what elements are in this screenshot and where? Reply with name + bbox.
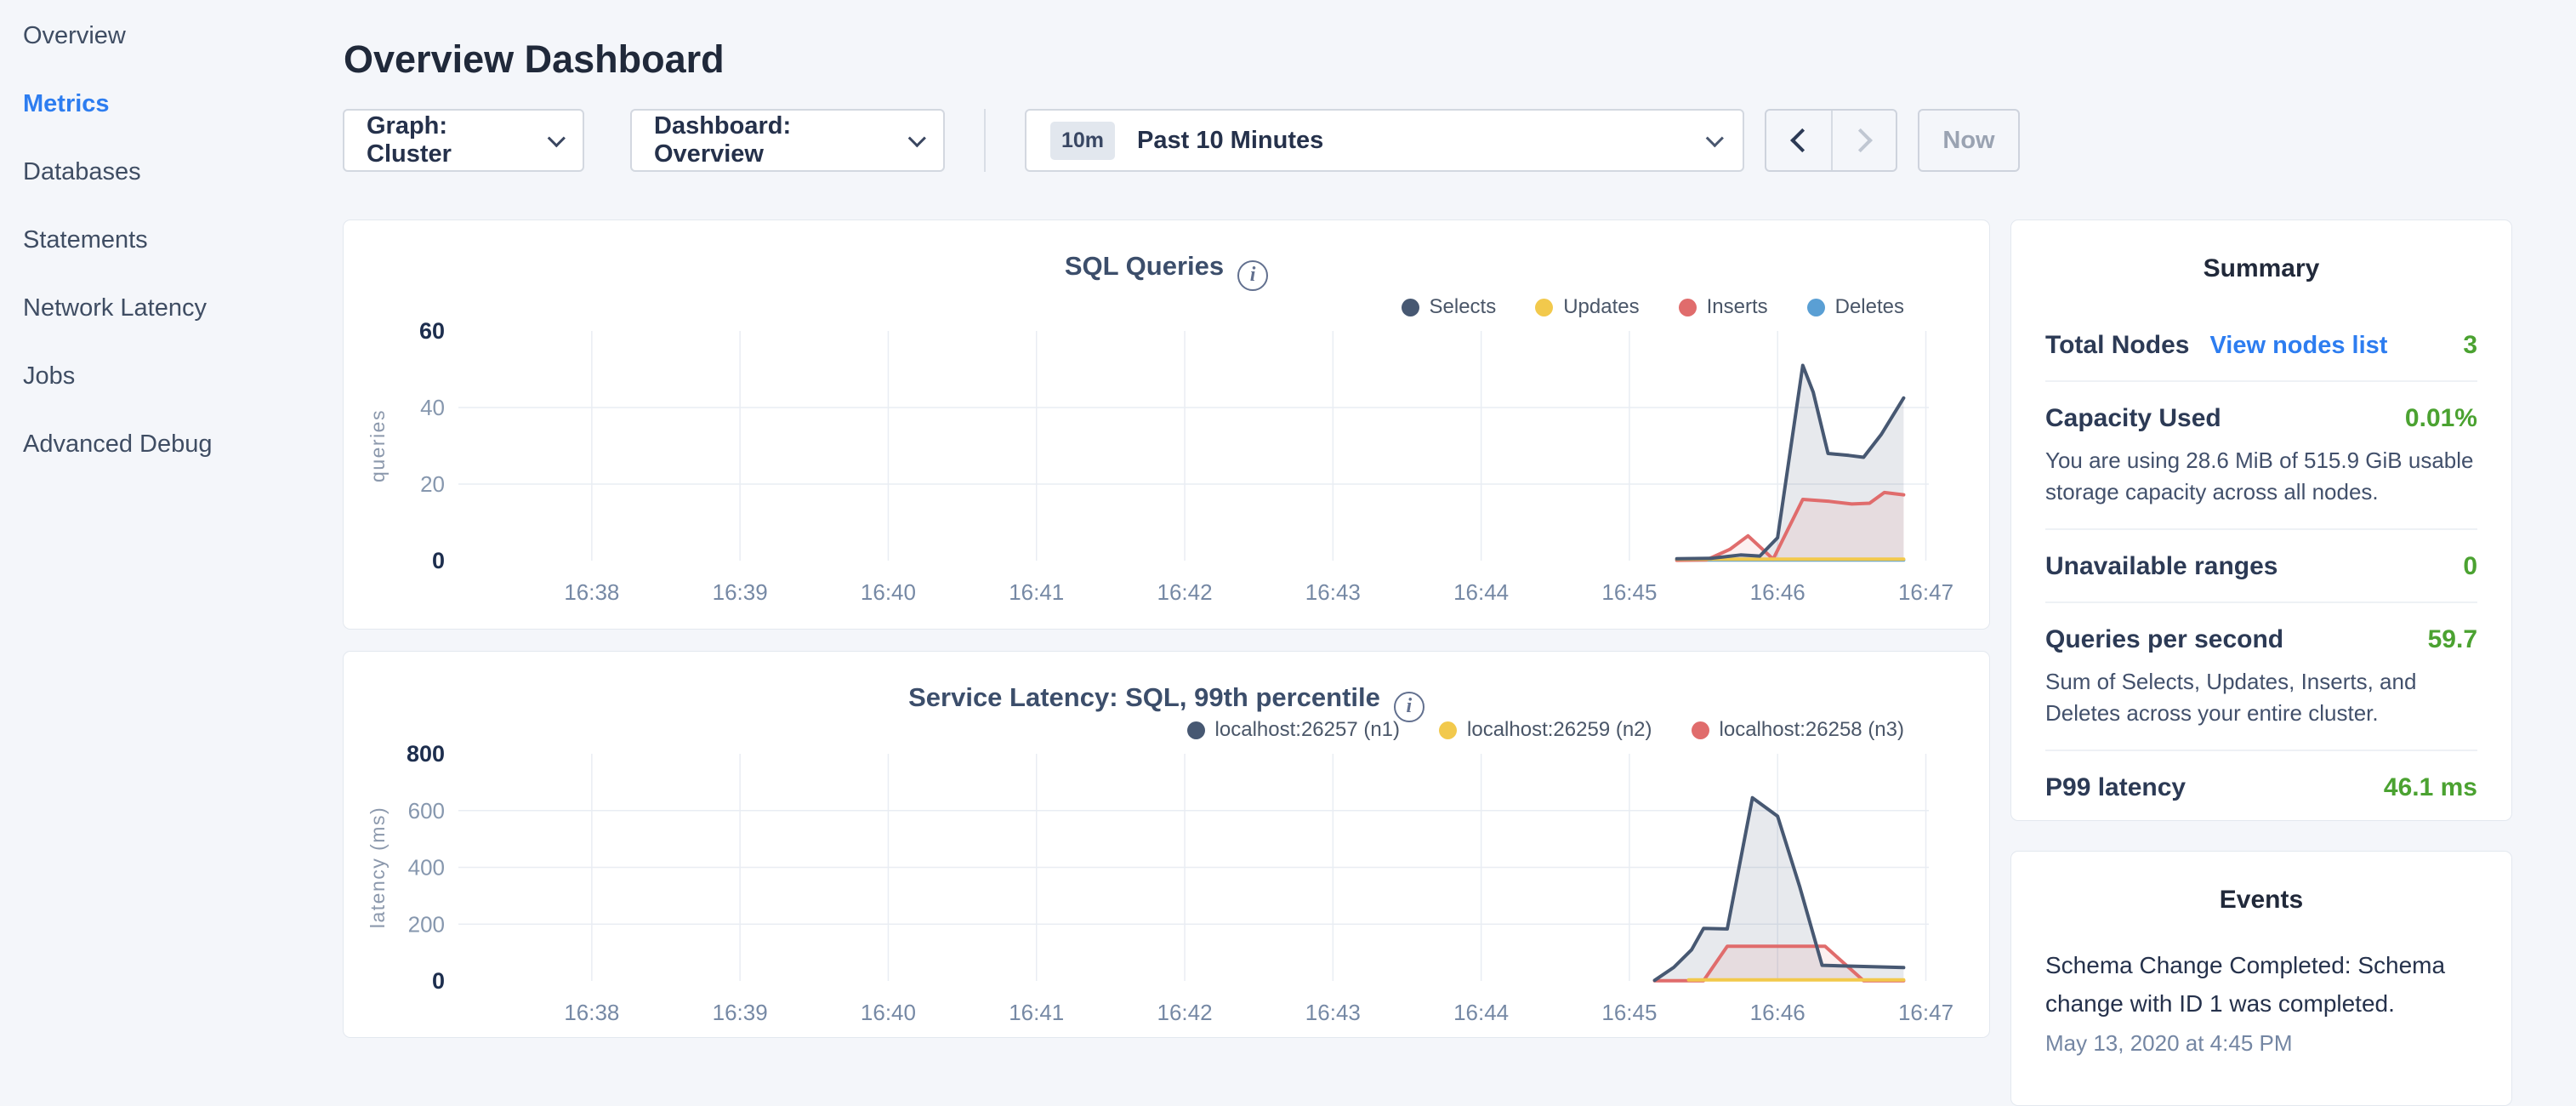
prev-timeframe-button[interactable]	[1766, 111, 1831, 170]
svg-text:16:42: 16:42	[1157, 1000, 1213, 1025]
events-panel: Events Schema Change Completed: Schema c…	[2010, 851, 2512, 1106]
svg-text:16:41: 16:41	[1009, 579, 1064, 605]
summary-row-label: P99 latency	[2045, 773, 2186, 802]
svg-text:40: 40	[420, 395, 445, 420]
svg-text:16:44: 16:44	[1453, 579, 1509, 605]
sql-queries-chart-card: SQL Queriesi Selects Updates Inserts Del…	[343, 219, 1990, 630]
svg-text:16:38: 16:38	[564, 579, 619, 605]
svg-text:400: 400	[408, 855, 445, 881]
svg-text:16:47: 16:47	[1898, 579, 1953, 605]
sql-queries-plot[interactable]: 0 20 40 60 16:38 16:39 16:40 16:41 16:42 16:43 16:…	[344, 220, 1989, 629]
summary-row-description: Sum of Selects, Updates, Inserts, and De…	[2045, 666, 2477, 729]
now-button[interactable]: Now	[1918, 109, 2020, 172]
graph-dropdown[interactable]: Graph: Cluster	[343, 109, 584, 172]
controls-divider	[984, 109, 986, 172]
svg-text:latency (ms): latency (ms)	[367, 807, 389, 928]
svg-text:16:45: 16:45	[1601, 1000, 1657, 1025]
summary-row-value: 59.7	[2428, 625, 2477, 654]
svg-text:queries: queries	[367, 409, 389, 482]
sidebar: Overview Metrics Databases Statements Ne…	[0, 0, 342, 1052]
time-range-label: Past 10 Minutes	[1137, 127, 1323, 155]
summary-row-unavailable-ranges: Unavailable ranges 0	[2045, 530, 2477, 603]
chevron-down-icon	[908, 129, 926, 147]
svg-text:200: 200	[408, 911, 445, 937]
next-timeframe-button[interactable]	[1831, 111, 1896, 170]
svg-text:16:39: 16:39	[713, 579, 768, 605]
summary-rows: Total Nodes View nodes list 3 Capacity U…	[2045, 309, 2477, 821]
summary-row-label: Total Nodes	[2045, 331, 2189, 360]
svg-text:16:46: 16:46	[1750, 579, 1805, 605]
service-latency-chart-card: Service Latency: SQL, 99th percentilei l…	[343, 651, 1990, 1038]
svg-text:16:39: 16:39	[713, 1000, 768, 1025]
summary-panel: Summary Total Nodes View nodes list 3 Ca…	[2010, 219, 2512, 821]
graph-dropdown-label: Graph: Cluster	[367, 112, 529, 168]
summary-row-description: You are using 28.6 MiB of 515.9 GiB usab…	[2045, 445, 2477, 508]
summary-row-value: 46.1 ms	[2384, 773, 2477, 802]
svg-text:16:40: 16:40	[861, 579, 916, 605]
chevron-down-icon	[548, 129, 566, 147]
dashboard-dropdown-label: Dashboard: Overview	[654, 112, 890, 168]
svg-text:60: 60	[419, 318, 445, 344]
summary-title: Summary	[2045, 254, 2477, 283]
svg-text:16:40: 16:40	[861, 1000, 916, 1025]
service-latency-plot[interactable]: 0 200 400 600 800 16:38 16:39 16:40 16:41 16:42 16…	[344, 652, 1989, 1037]
svg-text:16:43: 16:43	[1305, 579, 1361, 605]
svg-text:16:43: 16:43	[1305, 1000, 1361, 1025]
page-title: Overview Dashboard	[344, 37, 725, 82]
controls-bar: Graph: Cluster Dashboard: Overview 10m P…	[343, 109, 2020, 172]
event-item[interactable]: Schema Change Completed: Schema change w…	[2045, 947, 2477, 1057]
dashboard-dropdown[interactable]: Dashboard: Overview	[630, 109, 945, 172]
svg-text:0: 0	[432, 968, 445, 994]
event-timestamp: May 13, 2020 at 4:45 PM	[2045, 1030, 2477, 1057]
svg-text:16:38: 16:38	[564, 1000, 619, 1025]
sidebar-item-jobs[interactable]: Jobs	[23, 362, 342, 430]
svg-text:600: 600	[408, 798, 445, 824]
chevron-down-icon	[1706, 129, 1724, 147]
svg-text:16:46: 16:46	[1750, 1000, 1805, 1025]
sidebar-item-statements[interactable]: Statements	[23, 226, 342, 294]
chevron-right-icon	[1849, 128, 1873, 152]
time-step-buttons	[1765, 109, 1897, 172]
summary-row-value: 0	[2463, 552, 2477, 581]
svg-text:16:42: 16:42	[1157, 579, 1213, 605]
svg-text:16:41: 16:41	[1009, 1000, 1064, 1025]
events-title: Events	[2045, 886, 2477, 915]
summary-row-total-nodes: Total Nodes View nodes list 3	[2045, 309, 2477, 382]
summary-row-value: 0.01%	[2405, 404, 2477, 433]
summary-row-label: Queries per second	[2045, 625, 2283, 654]
summary-row-label: Unavailable ranges	[2045, 552, 2277, 581]
summary-row-p99-latency: P99 latency 46.1 ms	[2045, 751, 2477, 821]
time-range-dropdown[interactable]: 10m Past 10 Minutes	[1025, 109, 1744, 172]
time-range-badge: 10m	[1050, 122, 1115, 160]
sidebar-item-advanced-debug[interactable]: Advanced Debug	[23, 430, 342, 499]
sidebar-item-network-latency[interactable]: Network Latency	[23, 294, 342, 362]
svg-text:16:45: 16:45	[1601, 579, 1657, 605]
svg-text:20: 20	[420, 471, 445, 497]
summary-row-queries-per-second: Queries per second 59.7 Sum of Selects, …	[2045, 603, 2477, 751]
event-text: Schema Change Completed: Schema change w…	[2045, 947, 2477, 1023]
svg-text:0: 0	[432, 548, 445, 573]
sidebar-item-databases[interactable]: Databases	[23, 158, 342, 226]
svg-text:16:44: 16:44	[1453, 1000, 1509, 1025]
sidebar-item-overview[interactable]: Overview	[23, 22, 342, 90]
summary-row-value: 3	[2463, 331, 2477, 360]
view-nodes-list-link[interactable]: View nodes list	[2209, 332, 2387, 360]
svg-text:800: 800	[407, 741, 445, 767]
svg-text:16:47: 16:47	[1898, 1000, 1953, 1025]
chevron-left-icon	[1790, 128, 1814, 152]
sidebar-item-metrics[interactable]: Metrics	[23, 90, 342, 158]
summary-row-capacity-used: Capacity Used 0.01% You are using 28.6 M…	[2045, 382, 2477, 530]
summary-row-label: Capacity Used	[2045, 404, 2221, 433]
